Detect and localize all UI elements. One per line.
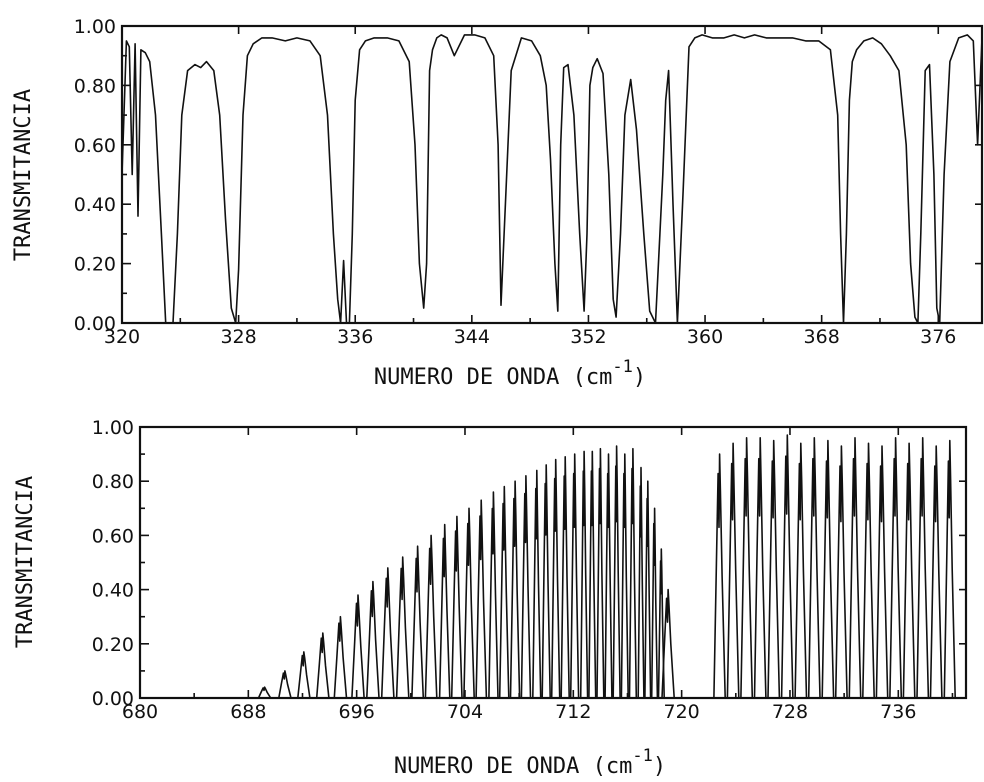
absorption-band: [834, 445, 848, 699]
absorption-band: [807, 437, 821, 699]
absorption-band: [498, 485, 510, 699]
absorption-band: [929, 445, 943, 699]
y-tick-label: 0.40: [74, 194, 116, 216]
absorption-band: [650, 507, 659, 699]
x-axis-title-text: NUMERO DE ONDA (cm: [374, 365, 612, 390]
absorption-band: [278, 670, 292, 699]
absorption-band: [753, 437, 767, 699]
x-tick-label: 728: [772, 701, 808, 723]
x-tick-label: 704: [447, 701, 483, 723]
x-tick-label: 736: [880, 701, 916, 723]
absorption-band: [315, 632, 330, 699]
absorption-band: [620, 453, 629, 699]
y-tick-label: 0.00: [74, 313, 116, 335]
absorption-band: [569, 453, 580, 699]
x-axis-title-text: NUMERO DE ONDA (cm: [394, 754, 632, 779]
x-tick-label: 696: [339, 701, 375, 723]
x-tick-label: 376: [920, 326, 956, 348]
x-axis-title: NUMERO DE ONDA (cm-1): [374, 357, 646, 390]
absorption-band: [767, 439, 781, 699]
x-tick-label: 352: [570, 326, 606, 348]
y-tick-label: 0.40: [92, 580, 134, 602]
absorption-band: [366, 580, 380, 699]
absorption-band: [661, 588, 675, 699]
absorption-band: [560, 456, 570, 699]
absorption-band: [588, 450, 597, 699]
absorption-band: [257, 686, 272, 699]
y-tick-label: 0.00: [92, 688, 134, 710]
x-tick-label: 328: [220, 326, 256, 348]
absorption-band: [424, 534, 438, 699]
transmittance-chart-320-379: 320 328 336 344 352 360 368 376 0.00 0.20 0.40 0.60…: [11, 16, 984, 390]
y-axis-title: TRANSMITANCIA: [11, 89, 36, 261]
absorption-band: [916, 437, 930, 699]
x-tick-label: 336: [337, 326, 373, 348]
y-tick-label: 0.20: [92, 634, 134, 656]
absorption-band: [657, 548, 665, 699]
absorption-band: [637, 466, 645, 699]
absorption-band: [297, 651, 311, 699]
x-tick-label: 688: [230, 701, 266, 723]
absorption-band: [450, 515, 463, 699]
absorption-band: [463, 507, 475, 699]
absorption-band: [596, 447, 605, 699]
y-tick-label: 0.60: [74, 135, 116, 157]
absorption-band: [780, 434, 794, 699]
y-tick-label: 0.80: [74, 75, 116, 97]
absorption-band: [604, 453, 613, 699]
absorption-band: [550, 458, 561, 699]
absorption-band: [902, 442, 916, 699]
absorption-band: [411, 545, 425, 699]
x-axis-title: NUMERO DE ONDA (cm-1): [394, 746, 666, 779]
x-tick-label: 344: [454, 326, 490, 348]
x-axis-title-close: ): [633, 365, 646, 390]
absorption-band: [889, 437, 903, 699]
y-tick-label: 1.00: [92, 417, 134, 439]
absorption-band: [726, 442, 740, 699]
absorption-band: [848, 437, 862, 699]
x-axis-title-superscript: -1: [612, 357, 632, 377]
x-tick-label: 320: [104, 326, 140, 348]
transmittance-chart-680-741: 680 688 696 704 712 720 728 736 0.00 0.20 0.40 0.60…: [13, 417, 968, 779]
absorption-band: [794, 442, 808, 699]
x-axis-title-close: ): [653, 754, 666, 779]
y-tick-label: 0.20: [74, 254, 116, 276]
absorption-band: [644, 480, 652, 699]
x-tick-label: 360: [687, 326, 723, 348]
y-tick-label: 1.00: [74, 16, 116, 38]
absorption-band: [351, 594, 365, 699]
absorption-band: [509, 480, 521, 699]
absorption-band: [875, 445, 889, 699]
absorption-band: [520, 475, 532, 699]
absorption-band: [395, 556, 410, 699]
absorption-band: [333, 615, 348, 699]
absorption-band: [438, 523, 451, 699]
absorption-band: [579, 450, 589, 699]
y-axis-title: TRANSMITANCIA: [13, 476, 38, 648]
x-tick-label: 712: [555, 701, 591, 723]
absorption-band: [740, 437, 754, 699]
absorption-band: [713, 453, 726, 699]
y-tick-label: 0.80: [92, 471, 134, 493]
absorption-band: [862, 442, 875, 699]
x-tick-label: 680: [122, 701, 158, 723]
plot-frame: [120, 24, 984, 325]
absorption-band: [488, 491, 499, 699]
y-tick-label: 0.60: [92, 525, 134, 547]
absorption-band: [541, 464, 551, 699]
absorption-band: [380, 567, 395, 699]
absorption-band: [628, 447, 638, 699]
x-tick-label: 368: [804, 326, 840, 348]
transmittance-trace: [121, 34, 983, 324]
absorption-band: [943, 439, 956, 699]
x-axis-title-superscript: -1: [632, 746, 652, 766]
x-tick-label: 720: [664, 701, 700, 723]
absorption-band: [612, 445, 621, 699]
absorption-band: [532, 469, 542, 699]
absorption-band: [475, 499, 488, 699]
absorption-band: [821, 439, 835, 699]
